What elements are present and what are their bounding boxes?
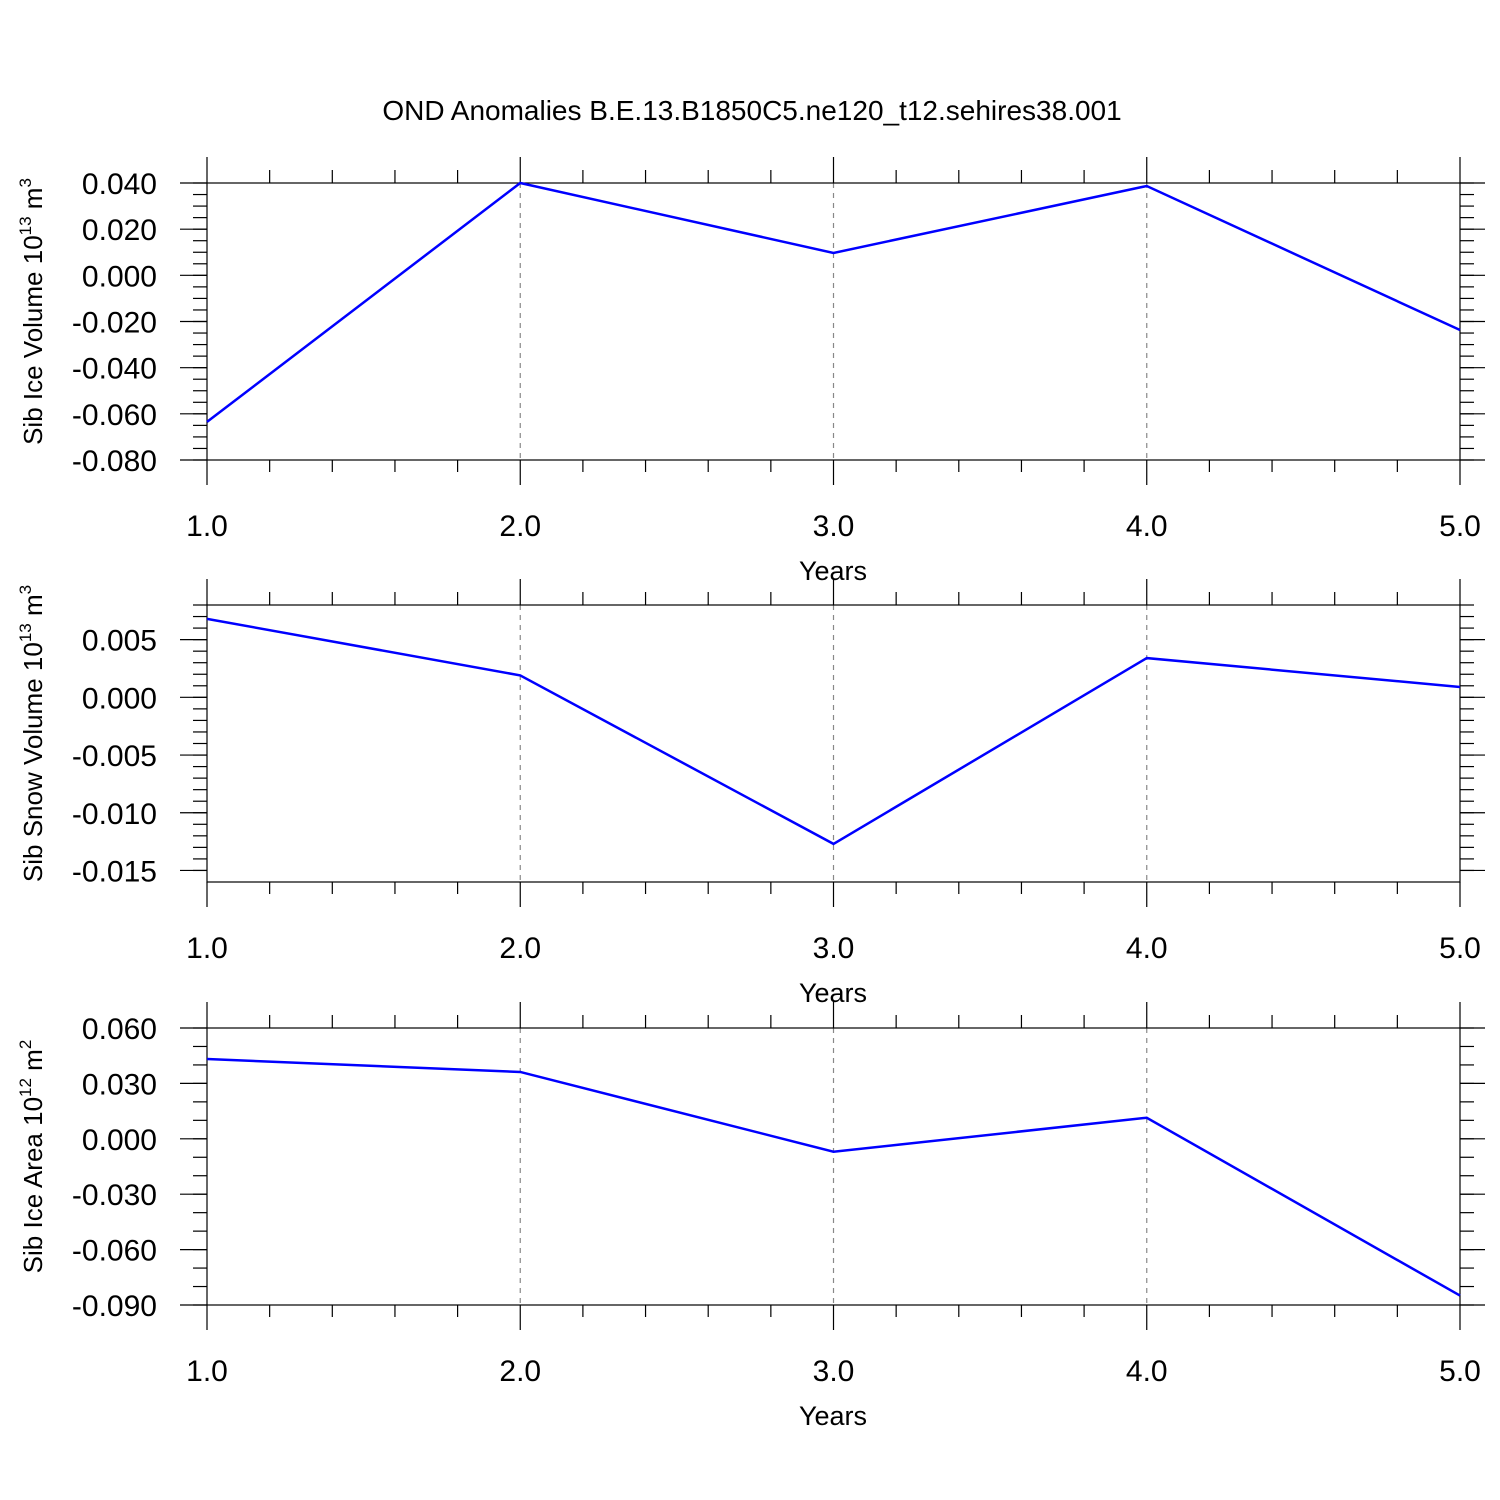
y-tick-label: 0.000 — [82, 260, 157, 293]
x-tick-label: 5.0 — [1439, 510, 1481, 543]
y-axis-label-superscript: 13 — [16, 623, 35, 642]
y-axis-label-part: Sib Snow Volume 10 — [18, 642, 48, 882]
y-tick-label: 0.020 — [82, 214, 157, 247]
y-tick-label: -0.030 — [72, 1179, 157, 1212]
plot-frame — [206, 182, 1461, 461]
x-tick-label: 1.0 — [186, 932, 228, 965]
y-tick-label: -0.005 — [72, 740, 157, 773]
y-tick-label: -0.060 — [72, 399, 157, 432]
y-axis-label-superscript: 13 — [16, 216, 35, 235]
y-axis-label-part: m — [18, 594, 48, 623]
y-axis-label-part: Sib Ice Volume 10 — [18, 235, 48, 445]
x-tick-label: 4.0 — [1126, 510, 1168, 543]
y-tick-label: 0.000 — [82, 682, 157, 715]
x-tick-label: 4.0 — [1126, 1355, 1168, 1388]
y-tick-label: -0.020 — [72, 307, 157, 340]
y-axis-label-part: m — [18, 1049, 48, 1078]
figure-title: OND Anomalies B.E.13.B1850C5.ne120_t12.s… — [382, 95, 1121, 126]
y-tick-label: -0.010 — [72, 798, 157, 831]
data-line — [206, 1057, 1461, 1297]
x-tick-label: 2.0 — [499, 932, 541, 965]
x-tick-label: 1.0 — [186, 510, 228, 543]
x-tick-label: 3.0 — [813, 510, 855, 543]
y-axis-label: Sib Snow Volume 1013 m3 — [16, 585, 48, 882]
y-axis-label-superscript: 12 — [16, 1078, 35, 1097]
y-tick-label: -0.040 — [72, 353, 157, 386]
x-tick-label: 2.0 — [499, 510, 541, 543]
y-tick-label: -0.090 — [72, 1290, 157, 1323]
plot-frame — [206, 604, 1461, 883]
x-tick-label: 5.0 — [1439, 1355, 1481, 1388]
y-axis-label: Sib Ice Area 1012 m2 — [16, 1040, 48, 1274]
data-line — [206, 181, 1461, 423]
y-axis-label: Sib Ice Volume 1013 m3 — [16, 178, 48, 445]
y-axis-label-superscript: 2 — [16, 1040, 35, 1049]
panel: 1.0 2.0 3.0 4.0 5.0 -0.080 -0.060 -0.040 -0.020 0… — [16, 157, 1485, 586]
panel: 1.0 2.0 3.0 4.0 5.0 -0.015 -0.010 -0.005 0.000 0.… — [16, 579, 1485, 1008]
y-tick-label: 0.030 — [82, 1068, 157, 1101]
y-tick-label: -0.015 — [72, 855, 157, 888]
y-axis-label-superscript: 3 — [16, 178, 35, 187]
panel: 1.0 2.0 3.0 4.0 5.0 -0.090 -0.060 -0.030 0.000 0.… — [16, 1002, 1485, 1431]
x-tick-label: 5.0 — [1439, 932, 1481, 965]
x-tick-label: 1.0 — [186, 1355, 228, 1388]
y-axis-label-part: m — [18, 188, 48, 217]
y-tick-label: -0.080 — [72, 445, 157, 478]
plot-frame — [206, 1027, 1461, 1306]
y-tick-label: -0.060 — [72, 1235, 157, 1268]
x-tick-label: 2.0 — [499, 1355, 541, 1388]
x-tick-label: 4.0 — [1126, 932, 1168, 965]
y-tick-label: 0.040 — [82, 168, 157, 201]
y-tick-label: 0.005 — [82, 625, 157, 658]
data-line — [206, 617, 1461, 846]
x-tick-label: 3.0 — [813, 1355, 855, 1388]
y-axis-label-superscript: 3 — [16, 585, 35, 594]
x-tick-label: 3.0 — [813, 932, 855, 965]
x-axis-label: Years — [799, 1401, 867, 1431]
y-tick-label: 0.000 — [82, 1124, 157, 1157]
y-axis-label-part: Sib Ice Area 10 — [18, 1097, 48, 1273]
y-tick-label: 0.060 — [82, 1013, 157, 1046]
